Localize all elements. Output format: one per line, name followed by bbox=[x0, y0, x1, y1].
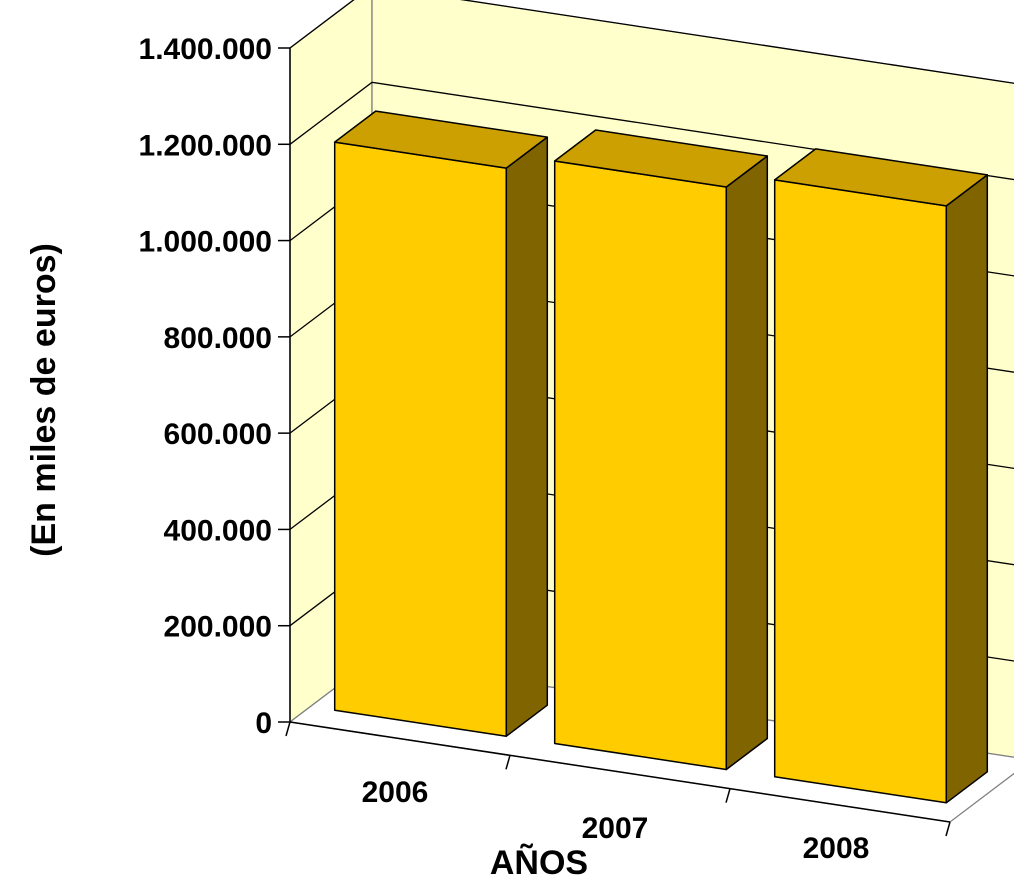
y-tick-label: 1.200.000 bbox=[139, 129, 272, 162]
axes bbox=[278, 47, 951, 837]
bar-2007 bbox=[553, 129, 769, 771]
y-tick-label: 600.000 bbox=[164, 418, 272, 451]
x-tick-label-2008: 2008 bbox=[803, 832, 870, 865]
bar-2008 bbox=[773, 148, 989, 804]
x-tick-label-2006: 2006 bbox=[362, 776, 429, 809]
bars bbox=[333, 110, 989, 804]
bar-front bbox=[553, 160, 728, 771]
bar-side bbox=[725, 155, 769, 771]
y-tick-label: 1.000.000 bbox=[139, 226, 272, 259]
x-tick-mark bbox=[505, 755, 511, 770]
bar-front bbox=[773, 179, 948, 804]
x-tick-mark bbox=[725, 788, 731, 803]
x-tick-mark bbox=[945, 821, 951, 837]
gridline bbox=[289, 0, 1014, 84]
y-tick-label: 800.000 bbox=[164, 322, 272, 355]
y-axis-title: (En miles de euros) bbox=[25, 243, 63, 557]
bar-side bbox=[945, 174, 989, 804]
y-tick-label: 0 bbox=[255, 707, 272, 740]
x-tick-mark bbox=[285, 721, 291, 737]
y-tick-label: 200.000 bbox=[164, 611, 272, 644]
x-tick-labels: 2006 2007 2008 bbox=[362, 776, 870, 865]
bar-top bbox=[773, 148, 989, 207]
gridline bbox=[289, 81, 1014, 181]
x-axis-title: AÑOS bbox=[490, 844, 588, 877]
y-tick-label: 400.000 bbox=[164, 514, 272, 547]
bar-2006 bbox=[333, 110, 549, 737]
x-tick-label-2007: 2007 bbox=[582, 812, 649, 845]
bar-side bbox=[505, 136, 549, 737]
bar-top bbox=[553, 129, 769, 188]
bar-top bbox=[333, 110, 549, 169]
y-tick-label: 1.400.000 bbox=[139, 33, 272, 66]
x-axis-line bbox=[289, 721, 951, 823]
bar-front bbox=[333, 141, 508, 737]
y-tick-labels: 0 200.000 400.000 600.000 800.000 1.000.000 1.… bbox=[139, 33, 272, 740]
